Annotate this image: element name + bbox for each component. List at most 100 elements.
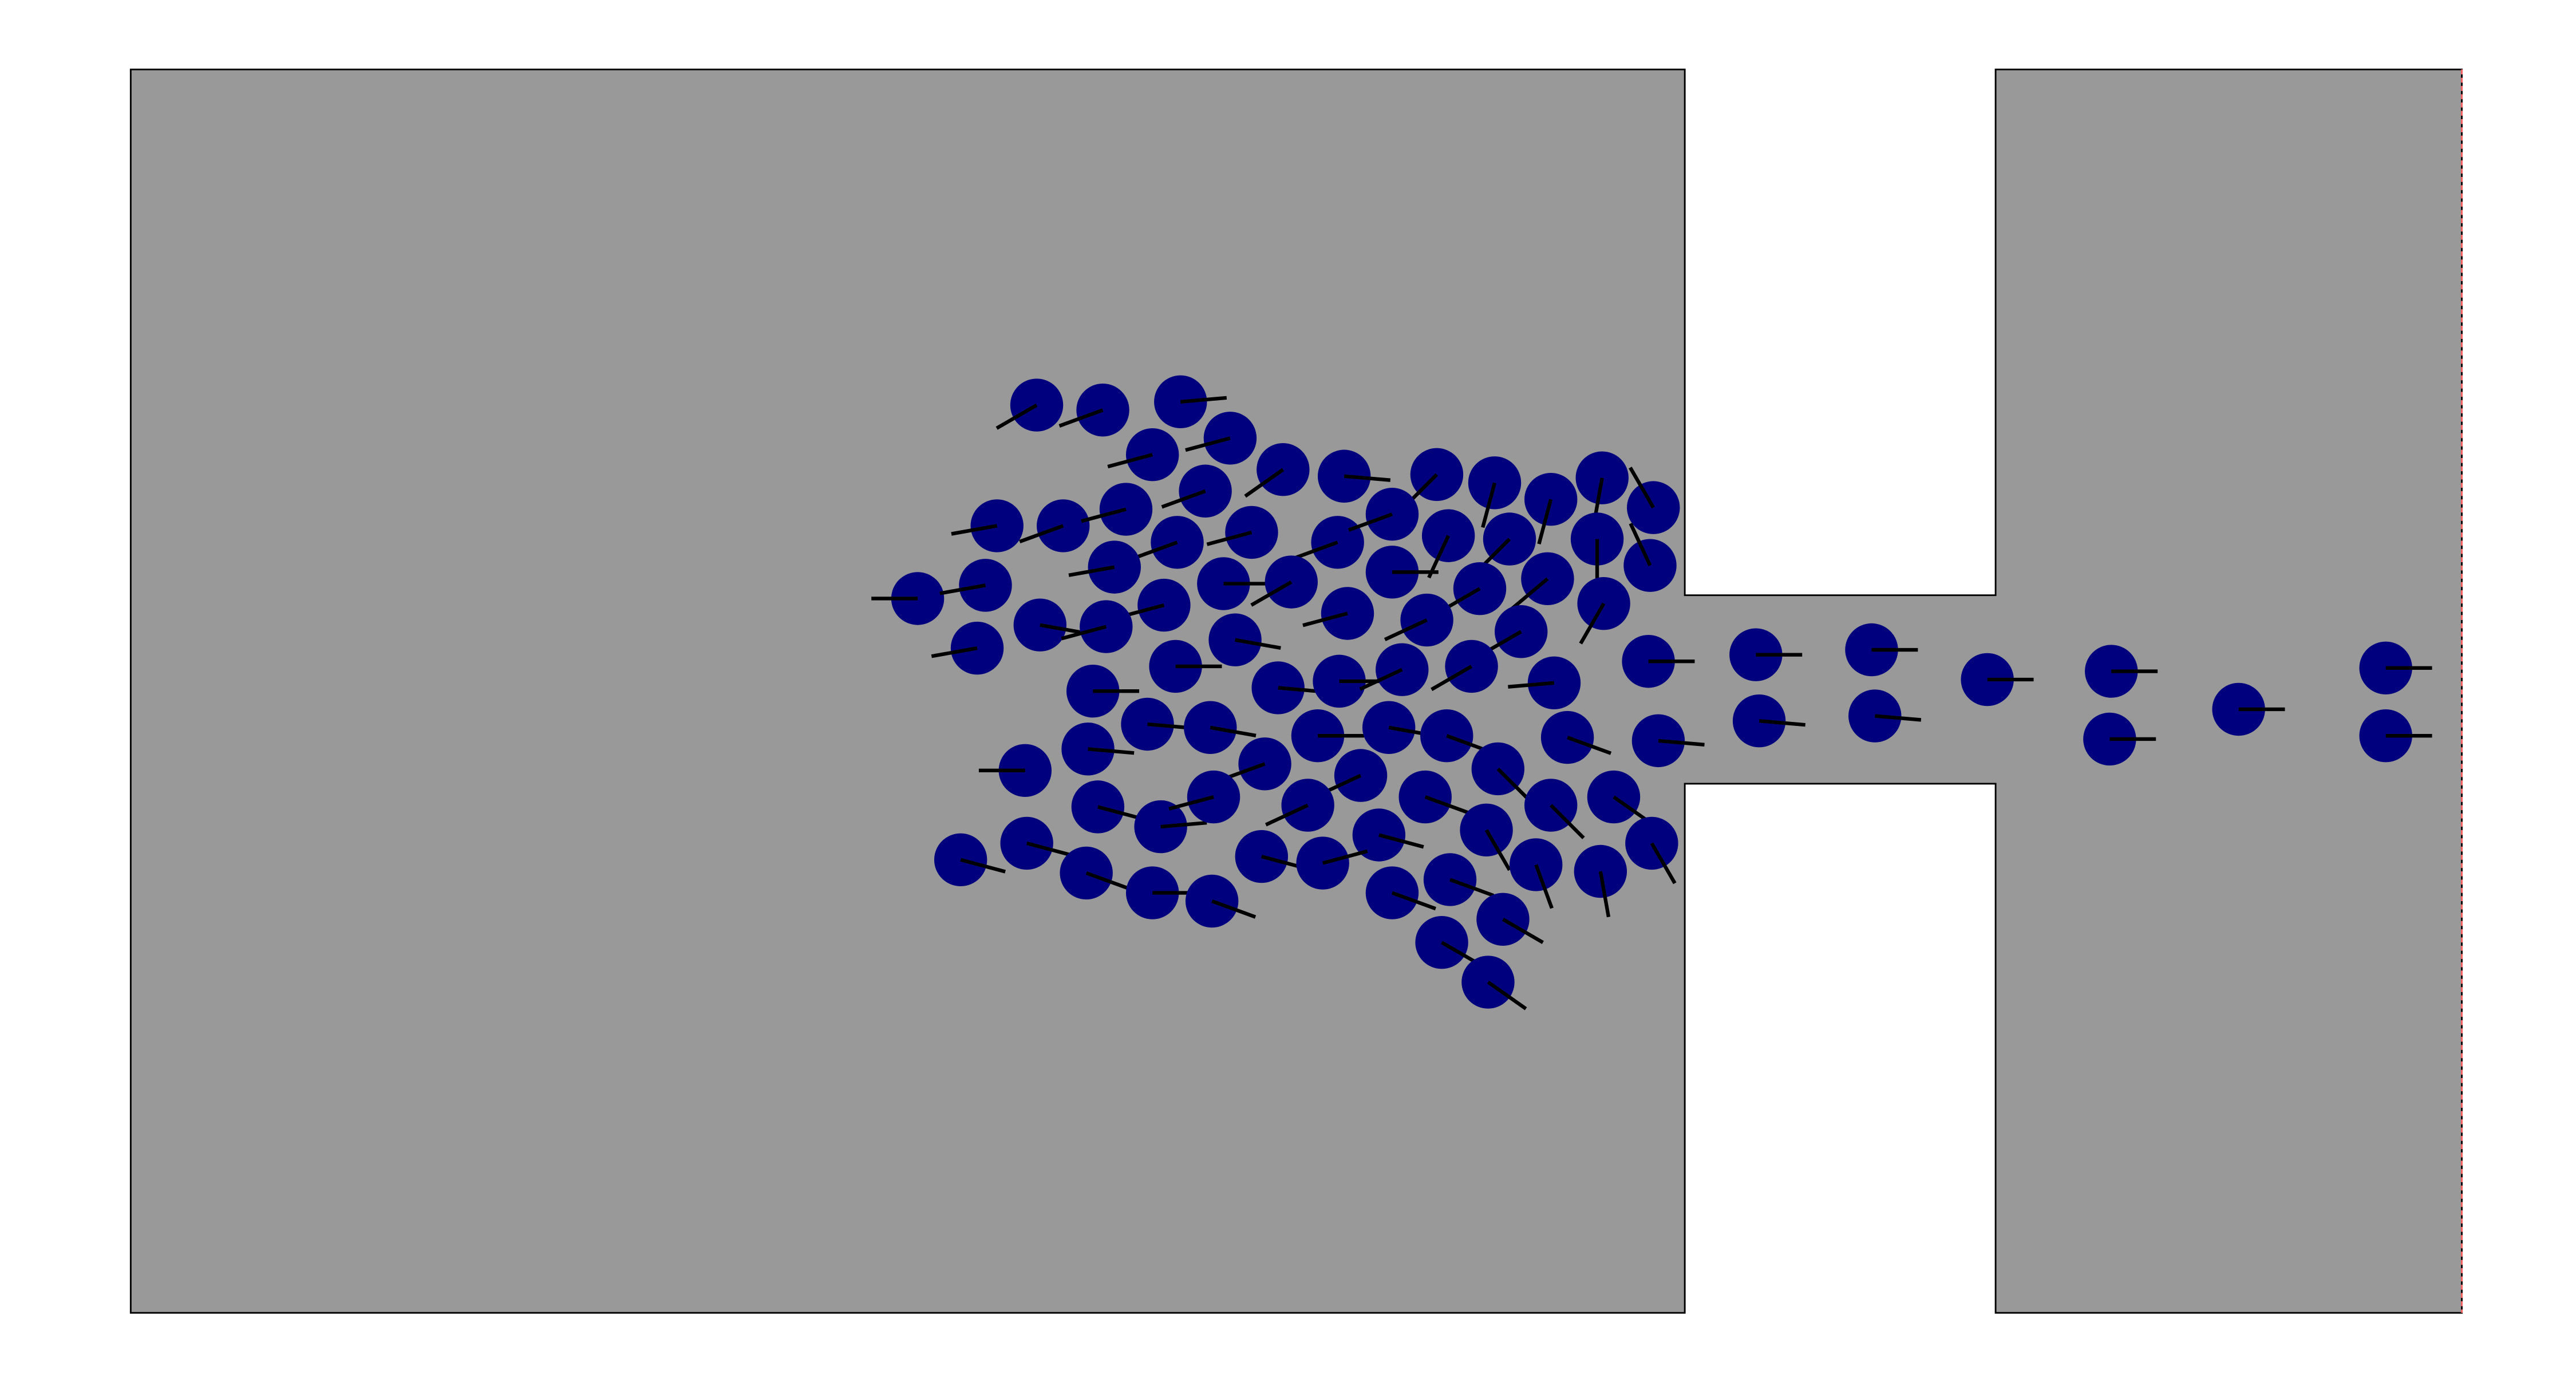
agent [1524,472,1578,544]
agent-body [1476,893,1530,946]
agent [1161,464,1232,518]
agent-body [1071,780,1125,834]
agent-heading-line [1566,736,1612,755]
agent-heading-line [1508,681,1555,689]
agent-heading-line [1244,468,1285,498]
agent [2085,645,2158,698]
agent [1577,577,1630,645]
agent-heading-line [1210,725,1257,738]
agent-heading-line [1344,474,1391,482]
agent-body [1265,555,1318,609]
agent [1302,587,1374,640]
agent-heading-line [1160,820,1207,829]
agent [1471,742,1532,803]
agent-body [1184,701,1237,754]
agent [1265,779,1334,832]
agent [1508,656,1581,709]
agent-heading-line [1487,980,1527,1010]
agent-heading-line [1085,871,1131,891]
agent-heading-line [1097,805,1143,821]
agent-heading-line [1511,577,1549,610]
agent-heading-line [1359,668,1403,691]
agent [1365,866,1436,919]
agent [1627,467,1680,534]
agent-heading-line [1537,499,1553,544]
agent [1476,893,1544,946]
agent [2212,682,2285,736]
agent [1848,689,1922,743]
agent-heading-line [1026,841,1072,857]
agent [1510,838,1563,909]
agent [1623,523,1677,592]
agent [1423,853,1495,906]
agents-layer [871,375,2432,1010]
agent-heading-line [1759,719,1805,727]
agent [1013,598,1086,652]
agent-heading-line [1629,523,1652,567]
agent [1631,714,1705,768]
agent-heading-line [1061,625,1107,641]
agent-body [1010,378,1064,432]
agent-heading-line [1081,507,1127,523]
agent-heading-line [995,403,1038,430]
agent-heading-line [1650,842,1677,885]
agent-heading-line [1185,436,1231,452]
agent-heading-line [1040,623,1086,635]
agent [1184,701,1257,754]
agent-heading-line [1088,747,1135,755]
agent-heading-line [1058,408,1104,428]
agent-heading-line [1598,871,1611,918]
agent-heading-line [1391,891,1436,911]
agent [2359,709,2432,763]
agent [1317,449,1391,503]
agent [931,621,1004,675]
agent [1359,643,1429,696]
agent-heading-line [1265,803,1309,827]
agent-heading-line [1250,580,1293,607]
agent-heading-line [1384,618,1428,641]
agent-heading-line [1322,849,1368,865]
agent [1729,628,1803,681]
agent [1296,836,1368,890]
agent [1058,384,1129,437]
agent [1352,808,1424,862]
agent [1524,779,1585,839]
agent [1460,803,1513,871]
agent-heading-line [1431,665,1473,692]
agent [1398,770,1469,824]
agent-body [1208,613,1262,666]
agent-heading-line [1293,540,1338,560]
agent [951,499,1024,552]
agent-heading-line [1068,565,1115,577]
agent [1154,375,1227,429]
agent [1066,665,1140,718]
agent [978,744,1052,797]
agent-body [1317,449,1371,503]
agent-heading-line [1449,878,1495,898]
agent-body [1037,499,1090,552]
agent [1197,557,1270,610]
agent [1250,555,1318,609]
agent [934,833,1006,887]
agent [1244,443,1310,498]
agent [1348,487,1419,541]
agent-heading-line [1211,899,1257,919]
agent [1149,639,1222,693]
agent-heading-line [1484,829,1511,871]
agent-body [1251,661,1305,714]
agent [1206,506,1278,559]
agent-body [1510,838,1563,891]
agent-body [1281,779,1334,832]
agent [1071,780,1143,834]
agent-body [1099,483,1153,536]
agent [1468,456,1522,528]
agent-body [1732,694,1786,748]
agent [1185,874,1257,928]
agent [939,559,1012,612]
agent [1134,800,1207,854]
agent [2083,712,2156,766]
agent [1291,709,1364,763]
agent [1185,412,1257,465]
agent-heading-line [1107,453,1153,469]
